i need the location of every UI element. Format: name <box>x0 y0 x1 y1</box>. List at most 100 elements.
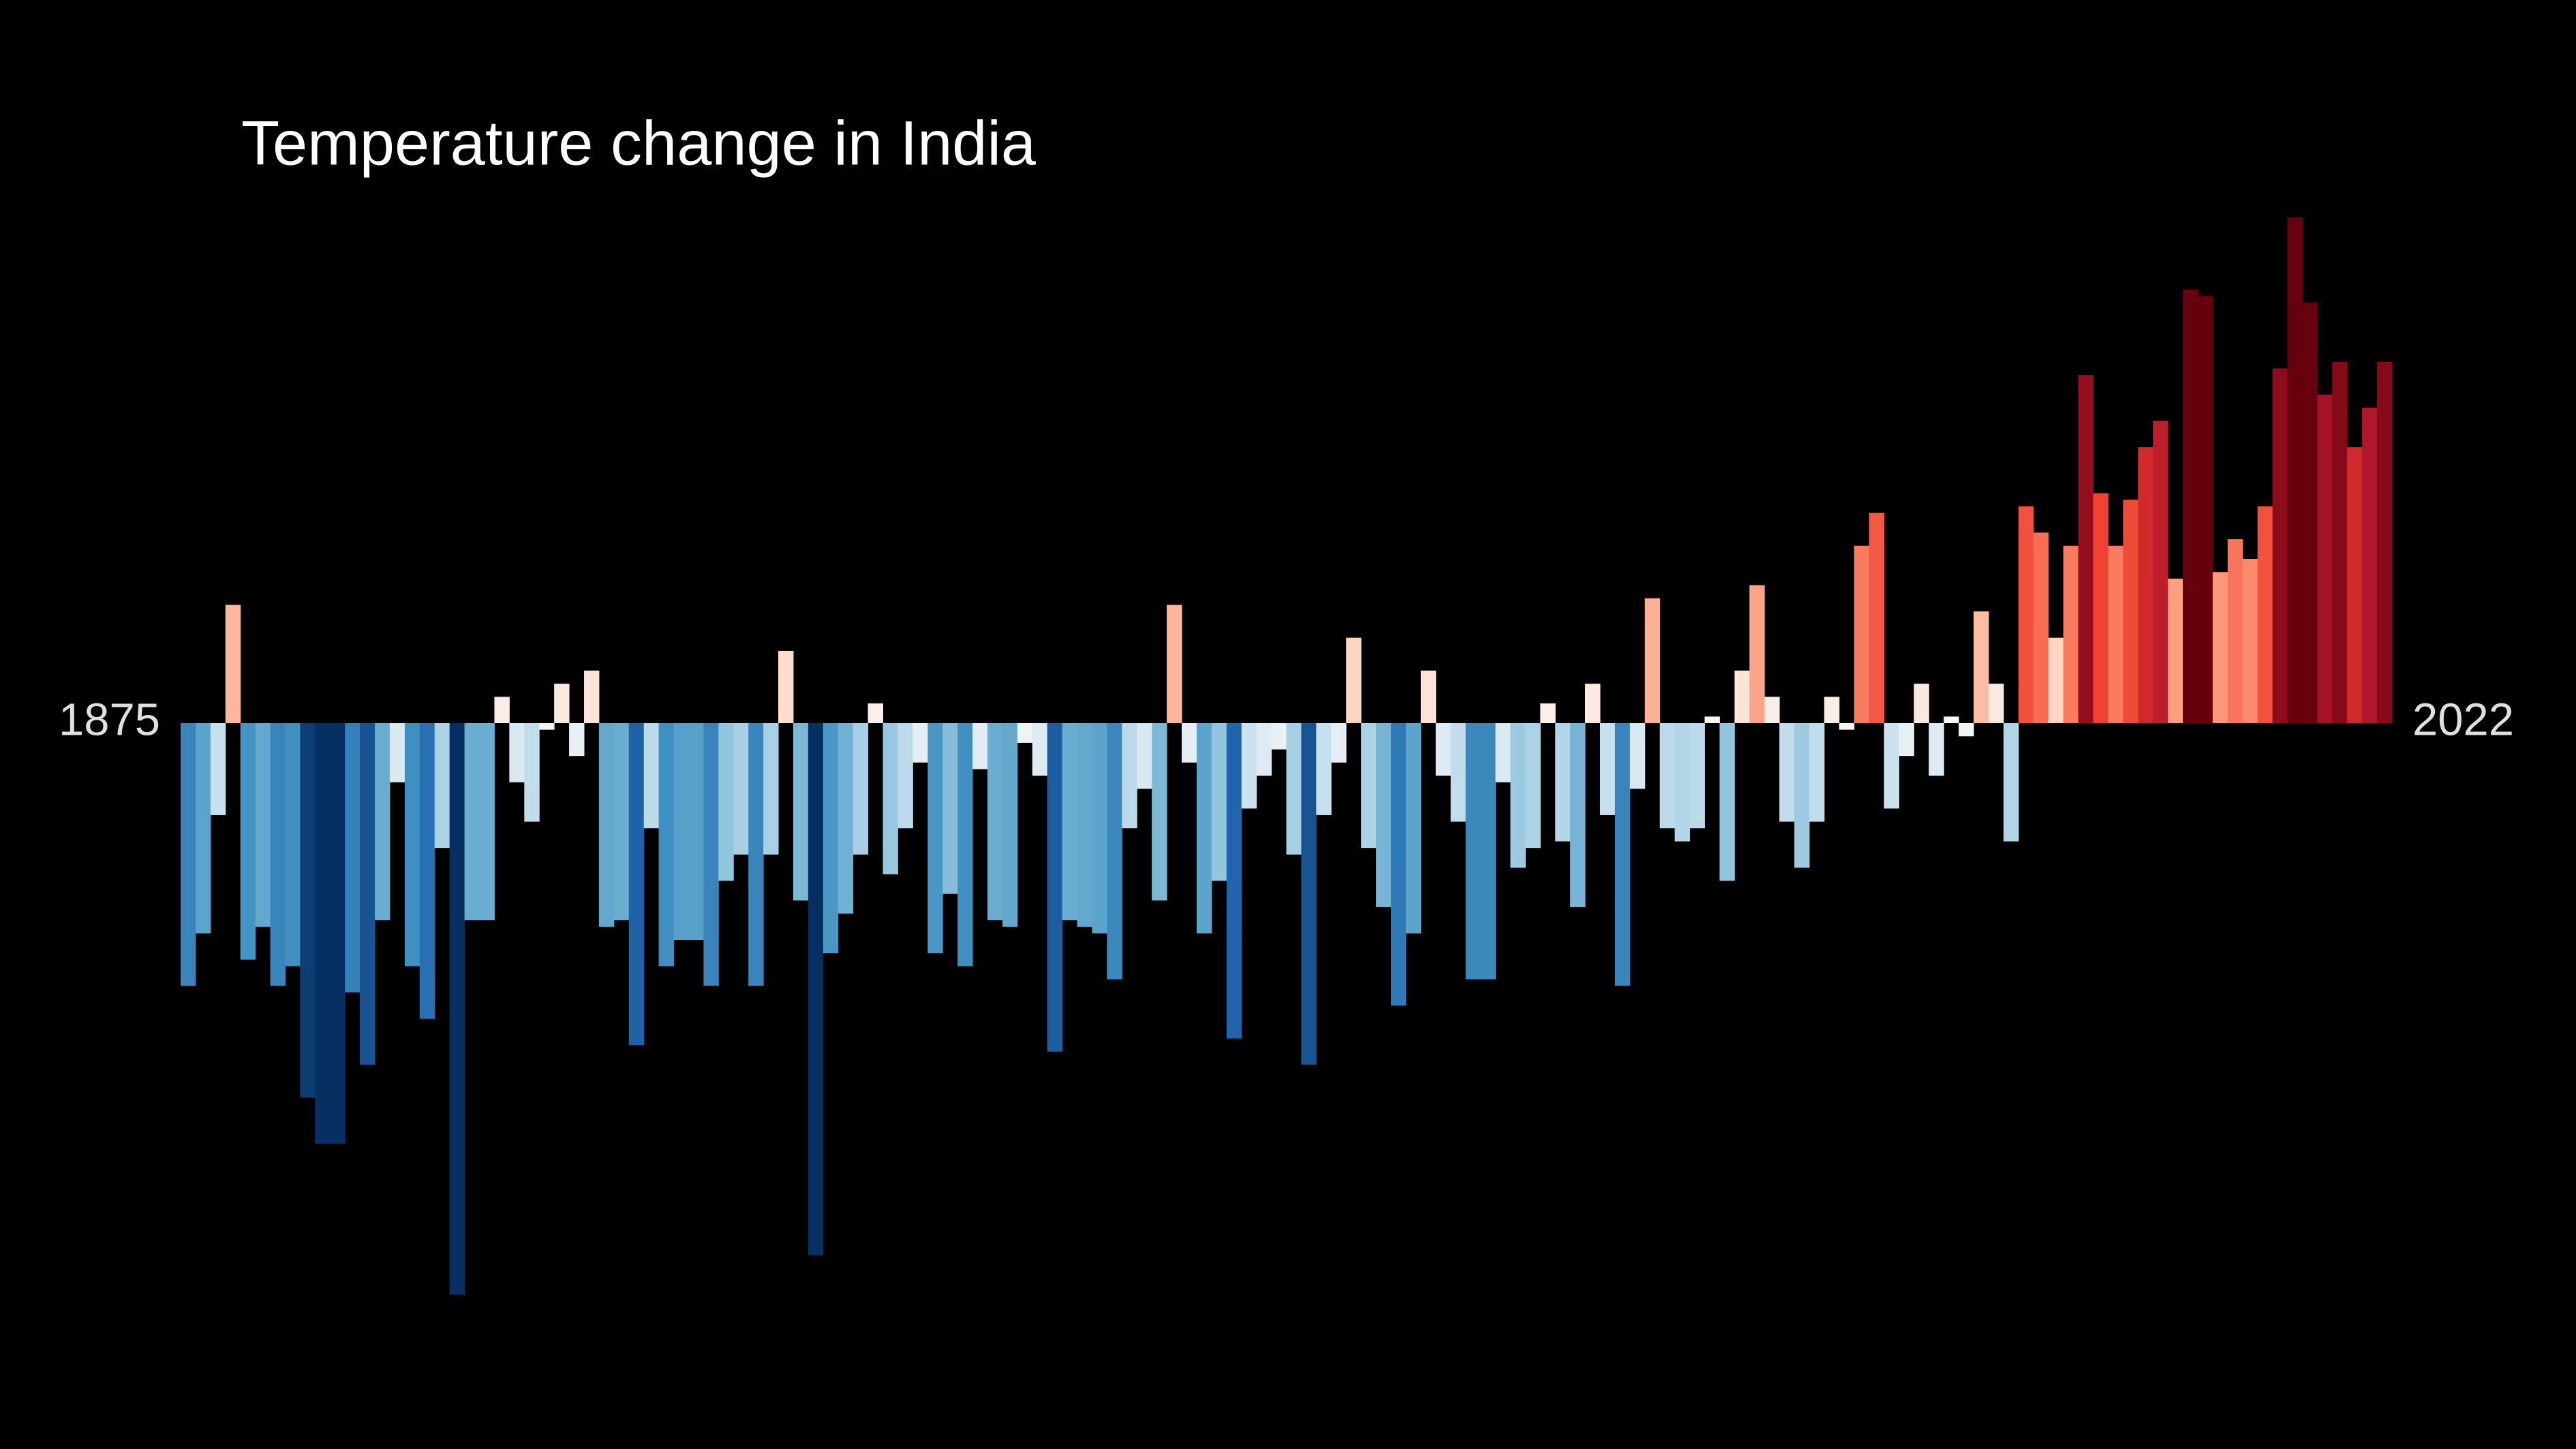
bar <box>434 723 450 849</box>
bar <box>2212 572 2228 723</box>
bar <box>1794 723 1810 868</box>
bar <box>942 723 958 894</box>
bar <box>1899 723 1914 757</box>
bar <box>1914 684 1929 723</box>
bar <box>1599 723 1616 815</box>
bar <box>509 723 525 782</box>
bar <box>360 723 375 1065</box>
bar <box>658 723 675 966</box>
bar <box>1614 723 1631 986</box>
bar <box>1510 723 1526 868</box>
bar <box>1346 637 1362 723</box>
bar <box>1047 723 1063 1052</box>
bar <box>464 723 480 921</box>
bar <box>1092 723 1107 934</box>
bar <box>1779 723 1795 822</box>
bar <box>1226 723 1242 1039</box>
bar <box>2168 578 2183 723</box>
x-tick-label: 2022 <box>2412 695 2514 746</box>
bar <box>2033 532 2049 723</box>
bar <box>748 723 764 986</box>
bar <box>1316 723 1332 815</box>
bar <box>2302 303 2318 723</box>
bar <box>913 723 928 763</box>
bar <box>1182 723 1197 763</box>
bar <box>300 723 316 1098</box>
bar <box>763 723 779 855</box>
bar <box>2242 559 2258 723</box>
bar <box>2332 361 2348 723</box>
bar <box>2287 217 2303 724</box>
bar <box>628 723 645 1046</box>
bar <box>1929 723 1944 776</box>
bar <box>1704 716 1720 723</box>
bar <box>1525 723 1541 849</box>
bar <box>449 723 465 1295</box>
bar <box>957 723 973 966</box>
bar <box>2018 506 2034 723</box>
bar <box>1854 545 1870 723</box>
bar <box>2078 375 2094 723</box>
bar <box>285 723 301 966</box>
bar <box>1405 723 1422 934</box>
bar <box>2272 368 2288 723</box>
bar <box>1465 723 1482 979</box>
bar <box>583 670 600 723</box>
bar <box>2153 421 2168 723</box>
bar <box>2123 500 2138 723</box>
bar <box>225 605 241 723</box>
bar <box>1256 723 1272 776</box>
bar <box>1659 723 1676 829</box>
bar <box>643 723 660 829</box>
bar <box>1989 684 2004 723</box>
bar <box>793 723 809 901</box>
bar <box>598 723 615 927</box>
bar <box>1719 723 1735 881</box>
bar <box>375 723 390 921</box>
bar <box>838 723 854 914</box>
bar <box>255 723 271 927</box>
bar <box>1869 513 1885 723</box>
bar <box>389 723 405 782</box>
bar <box>987 723 1003 921</box>
bar <box>2093 493 2109 723</box>
bar <box>494 697 510 723</box>
bar <box>330 723 346 1144</box>
bar <box>1196 723 1212 934</box>
bar <box>1062 723 1078 921</box>
bar <box>688 723 704 941</box>
bar <box>524 723 540 822</box>
bar <box>2347 447 2363 723</box>
bar <box>2108 545 2123 723</box>
bar <box>1734 670 1750 723</box>
bar <box>1271 723 1287 750</box>
bar <box>1944 716 1959 723</box>
bar <box>2048 637 2064 723</box>
bar <box>883 723 898 874</box>
bar <box>1286 723 1302 855</box>
bar <box>2257 506 2273 723</box>
bar <box>927 723 943 954</box>
bar <box>1540 703 1556 723</box>
bar <box>1974 611 1989 723</box>
bar <box>1152 723 1167 901</box>
bar <box>2227 539 2243 723</box>
bar <box>898 723 913 829</box>
bar <box>823 723 839 954</box>
bar <box>613 723 630 921</box>
bar <box>778 650 794 723</box>
bar <box>703 723 719 986</box>
bar <box>1450 723 1467 822</box>
bar <box>1839 723 1855 730</box>
bar <box>718 723 734 881</box>
bar <box>479 723 495 921</box>
bar <box>1495 723 1511 782</box>
bar <box>1959 723 1974 737</box>
bar <box>1376 723 1392 907</box>
bar <box>1301 723 1317 1065</box>
bar <box>419 723 435 1019</box>
bar <box>2183 289 2198 723</box>
bar <box>1077 723 1092 927</box>
bar <box>1555 723 1571 842</box>
